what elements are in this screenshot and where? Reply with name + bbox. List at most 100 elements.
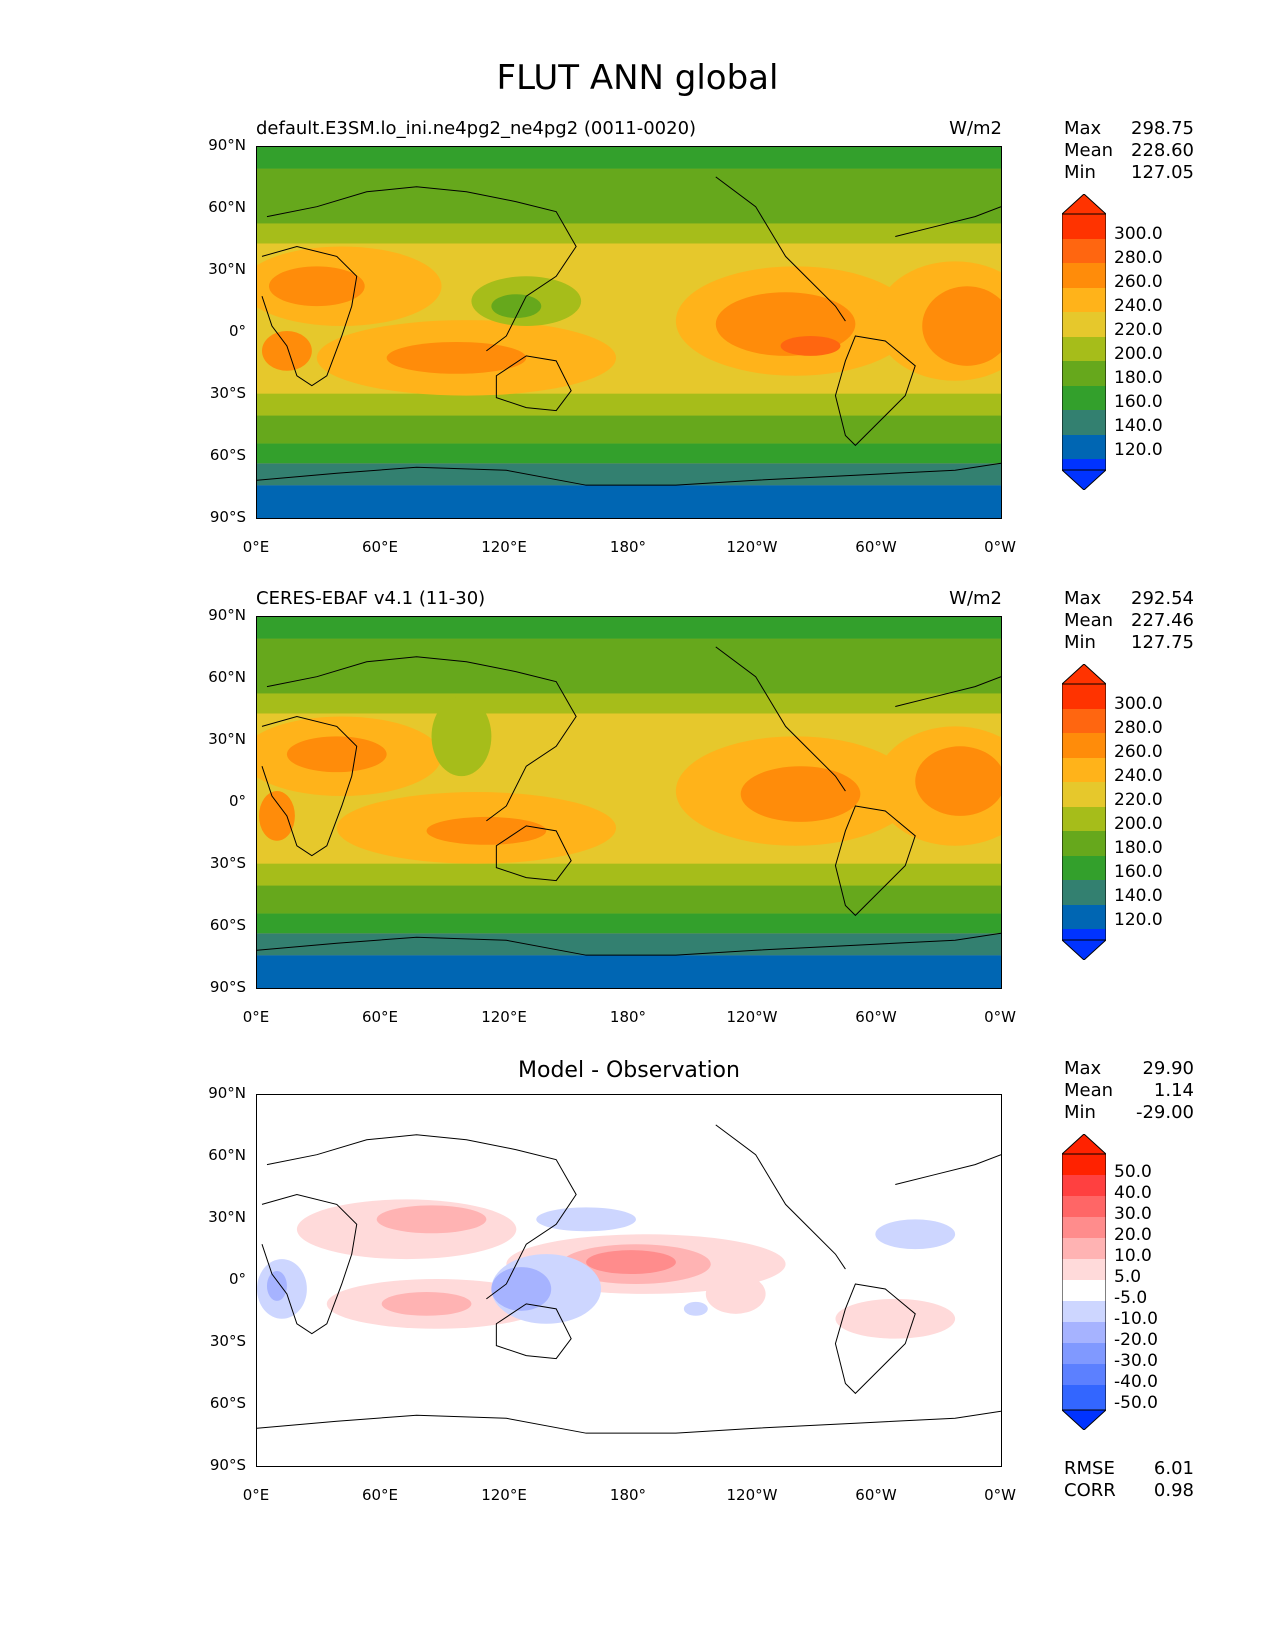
model-stats: Max 298.75 Mean 228.60 Min 127.05: [1064, 118, 1194, 184]
lon-label-60w: 60°W: [855, 538, 897, 556]
stat-mean-label: Mean: [1064, 610, 1114, 631]
lat-label-60s: 60°S: [209, 1394, 246, 1412]
model-cbar-label: 140.0: [1114, 416, 1163, 436]
model-cbar-label: 200.0: [1114, 344, 1163, 364]
difference-colorbar: [1062, 1134, 1106, 1430]
observation-cbar-label: 140.0: [1114, 886, 1163, 906]
lat-label-30n: 30°N: [208, 1208, 246, 1226]
lat-label-90n: 90°N: [208, 1084, 246, 1102]
stat-mean-value: 227.46: [1131, 610, 1194, 631]
stat-max-value: 29.90: [1142, 1058, 1194, 1079]
model-cbar-label: 120.0: [1114, 440, 1163, 460]
difference-cbar-label: 5.0: [1114, 1267, 1142, 1287]
lon-label-60e: 60°E: [361, 1486, 399, 1504]
panel-observation-units: W/m2: [949, 588, 1002, 609]
observation-stats: Max 292.54 Mean 227.46 Min 127.75: [1064, 588, 1194, 654]
lat-label-30s: 30°S: [209, 384, 246, 402]
model-cbar-label: 180.0: [1114, 368, 1163, 388]
lat-label-90s: 90°S: [209, 1456, 246, 1474]
panel-model-title: default.E3SM.lo_ini.ne4pg2_ne4pg2 (0011-…: [256, 118, 697, 139]
stat-mean-label: Mean: [1064, 1080, 1114, 1101]
stat-min-value: 127.05: [1131, 162, 1194, 183]
stat-mean-value: 1.14: [1153, 1080, 1194, 1101]
lon-label-0e: 0°E: [242, 1008, 270, 1026]
lat-label-90n: 90°N: [208, 606, 246, 624]
stat-max-value: 298.75: [1131, 118, 1194, 139]
difference-cbar-label: -50.0: [1114, 1393, 1158, 1413]
model-cbar-label: 160.0: [1114, 392, 1163, 412]
lon-label-0e: 0°E: [242, 538, 270, 556]
lat-label-60s: 60°S: [209, 446, 246, 464]
figure-title: FLUT ANN global: [496, 58, 779, 98]
difference-cbar-label: 20.0: [1114, 1225, 1152, 1245]
difference-stats: Max 29.90 Mean 1.14 Min -29.00: [1064, 1058, 1194, 1124]
model-flux-map: [256, 146, 1002, 519]
corr-label: CORR: [1064, 1480, 1116, 1501]
lat-label-60n: 60°N: [208, 668, 246, 686]
observation-cbar-label: 200.0: [1114, 814, 1163, 834]
observation-flux-map: [256, 616, 1002, 989]
model-cbar-label: 220.0: [1114, 320, 1163, 340]
stat-max-label: Max: [1064, 1058, 1102, 1079]
stat-min-label: Min: [1064, 162, 1096, 183]
lat-label-90s: 90°S: [209, 508, 246, 526]
stat-min-label: Min: [1064, 632, 1096, 653]
lon-label-60e: 60°E: [361, 1008, 399, 1026]
lat-label-0: 0°: [228, 792, 246, 810]
observation-colorbar: [1062, 664, 1106, 960]
stat-min-label: Min: [1064, 1102, 1096, 1123]
difference-map: [256, 1094, 1002, 1467]
lon-label-180: 180°: [609, 538, 647, 556]
panel-model-units: W/m2: [949, 118, 1002, 139]
stat-mean-label: Mean: [1064, 140, 1114, 161]
model-colorbar: [1062, 194, 1106, 490]
lon-label-180: 180°: [609, 1008, 647, 1026]
observation-cbar-label: 120.0: [1114, 910, 1163, 930]
lon-label-0w: 0°W: [984, 538, 1016, 556]
stat-max-label: Max: [1064, 588, 1102, 609]
observation-cbar-label: 300.0: [1114, 694, 1163, 714]
observation-cbar-label: 160.0: [1114, 862, 1163, 882]
lon-label-120e: 120°E: [481, 538, 527, 556]
observation-cbar-label: 260.0: [1114, 742, 1163, 762]
observation-cbar-label: 280.0: [1114, 718, 1163, 738]
observation-cbar-label: 220.0: [1114, 790, 1163, 810]
lon-label-120w: 120°W: [726, 1008, 778, 1026]
panel-observation: CERES-EBAF v4.1 (11-30) W/m2: [0, 580, 1275, 1040]
lon-label-120w: 120°W: [726, 538, 778, 556]
difference-cbar-label: -5.0: [1114, 1288, 1148, 1308]
lat-label-30s: 30°S: [209, 1332, 246, 1350]
lat-label-30s: 30°S: [209, 854, 246, 872]
lon-label-180: 180°: [609, 1486, 647, 1504]
observation-cbar-label: 240.0: [1114, 766, 1163, 786]
model-cbar-label: 300.0: [1114, 224, 1163, 244]
lon-label-0w: 0°W: [984, 1008, 1016, 1026]
lat-label-60s: 60°S: [209, 916, 246, 934]
panel-observation-title: CERES-EBAF v4.1 (11-30): [256, 588, 486, 609]
model-cbar-label: 240.0: [1114, 296, 1163, 316]
stat-max-label: Max: [1064, 118, 1102, 139]
lat-label-0: 0°: [228, 322, 246, 340]
lon-label-0e: 0°E: [242, 1486, 270, 1504]
lon-label-60e: 60°E: [361, 538, 399, 556]
lon-label-120w: 120°W: [726, 1486, 778, 1504]
panel-model: default.E3SM.lo_ini.ne4pg2_ne4pg2 (0011-…: [0, 110, 1275, 570]
difference-cbar-label: -40.0: [1114, 1372, 1158, 1392]
rmse-label: RMSE: [1064, 1458, 1115, 1479]
difference-metrics: RMSE 6.01 CORR 0.98: [1064, 1458, 1194, 1502]
panel-difference-title: Model - Observation: [518, 1058, 740, 1083]
difference-cbar-label: 30.0: [1114, 1204, 1152, 1224]
difference-cbar-label: -10.0: [1114, 1309, 1158, 1329]
panel-difference: Model - Observation: [0, 1050, 1275, 1530]
stat-min-value: -29.00: [1135, 1102, 1194, 1123]
observation-cbar-label: 180.0: [1114, 838, 1163, 858]
model-cbar-label: 280.0: [1114, 248, 1163, 268]
stat-max-value: 292.54: [1131, 588, 1194, 609]
stat-mean-value: 228.60: [1131, 140, 1194, 161]
difference-cbar-label: 40.0: [1114, 1183, 1152, 1203]
lat-label-60n: 60°N: [208, 1146, 246, 1164]
rmse-value: 6.01: [1153, 1458, 1194, 1479]
difference-cbar-label: -30.0: [1114, 1351, 1158, 1371]
difference-cbar-label: -20.0: [1114, 1330, 1158, 1350]
lat-label-90n: 90°N: [208, 136, 246, 154]
